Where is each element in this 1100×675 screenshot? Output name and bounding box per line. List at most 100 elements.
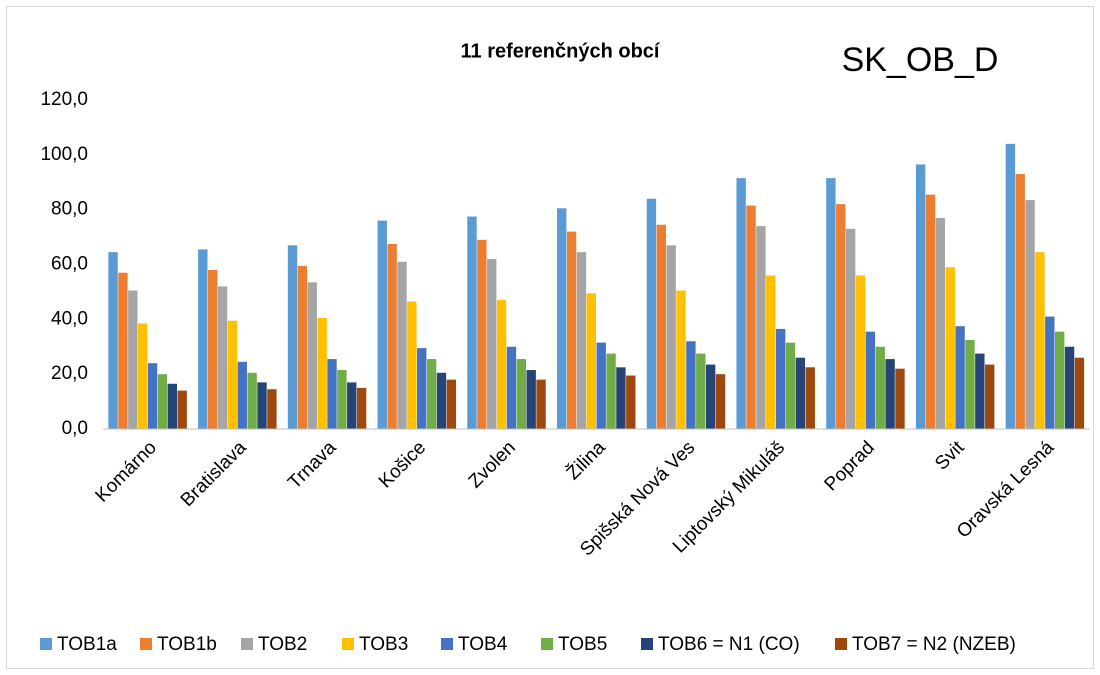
bar [417,348,427,429]
bar [1015,174,1025,429]
bar [436,372,447,429]
legend-swatch [835,638,847,650]
bar [656,224,666,429]
legend-label: TOB1b [157,634,217,655]
bar [387,243,397,429]
legend-swatch [342,638,354,650]
bar [696,353,706,429]
bar [586,293,596,429]
bar [1035,252,1045,429]
bar [836,204,846,429]
bar [198,249,208,429]
bar [1064,346,1075,429]
bar [775,328,786,429]
bar [795,357,806,429]
y-tick-label: 100,0 [40,144,88,165]
legend-label: TOB4 [458,634,508,655]
y-tick-label: 0,0 [62,418,88,439]
bar [746,205,756,429]
bar [496,300,507,429]
bar [885,359,895,429]
bar [576,252,587,429]
bar [317,317,327,429]
bar [446,379,457,429]
y-tick-label: 120,0 [40,89,88,110]
bar [257,382,267,429]
legend-swatch [441,638,453,650]
bar [137,323,148,429]
bar [925,194,936,429]
y-tick-label: 40,0 [51,308,88,329]
bar [407,301,417,429]
bar [715,374,726,429]
legend-swatch [40,638,52,650]
legend-label: TOB6 = N1 (CO) [658,634,800,655]
bar [307,282,317,429]
legend-swatch [140,638,152,650]
bar [865,331,876,429]
legend-swatch [241,638,253,650]
bar [676,290,686,429]
bar [516,359,527,429]
annotation: SK_OB_D [842,41,999,79]
bar [177,390,187,429]
bar [686,341,696,429]
bar [557,208,567,429]
bar [596,342,606,429]
bar [975,353,985,429]
bar [855,275,866,429]
bar [167,383,177,429]
bar [397,261,407,429]
y-tick-label: 60,0 [51,254,88,275]
chart-title: 11 referenčných obcí [461,40,661,62]
y-tick-label: 20,0 [51,363,88,384]
bar [736,178,746,429]
bar [756,226,766,429]
legend-label: TOB5 [558,634,607,655]
bar [267,389,277,429]
bar [985,364,995,429]
bar [845,228,856,429]
bar [297,265,308,429]
bar [356,387,367,429]
legend-label: TOB7 = N2 (NZEB) [852,634,1016,655]
bar [935,217,946,429]
bar [506,346,517,429]
bar [626,375,636,429]
legend-label: TOB1a [57,634,117,655]
legend-label: TOB2 [258,634,307,655]
bar [616,367,626,429]
bar [1045,316,1055,429]
bar [287,245,298,429]
bar [826,178,836,429]
bar [945,267,955,429]
bar [1055,331,1065,429]
bar [1005,143,1016,429]
legend-swatch [641,638,653,650]
bar [337,370,347,429]
bar [566,231,577,429]
bar [157,374,168,429]
bar [1074,357,1085,429]
bar [487,259,497,429]
bar [646,198,657,429]
bar [526,370,536,429]
bar [895,368,905,429]
bar [147,363,158,429]
bar [955,326,965,429]
bar [118,272,128,429]
chart-border [6,6,1094,669]
legend-label: TOB3 [359,634,408,655]
bar [805,367,815,429]
bar [606,353,616,429]
bar [237,361,247,429]
bar [426,359,437,429]
bar [467,216,477,429]
bar [536,379,546,429]
y-tick-label: 80,0 [51,199,88,220]
bar [705,364,716,429]
bar [477,239,487,429]
bar [327,359,337,429]
bar [666,245,676,429]
